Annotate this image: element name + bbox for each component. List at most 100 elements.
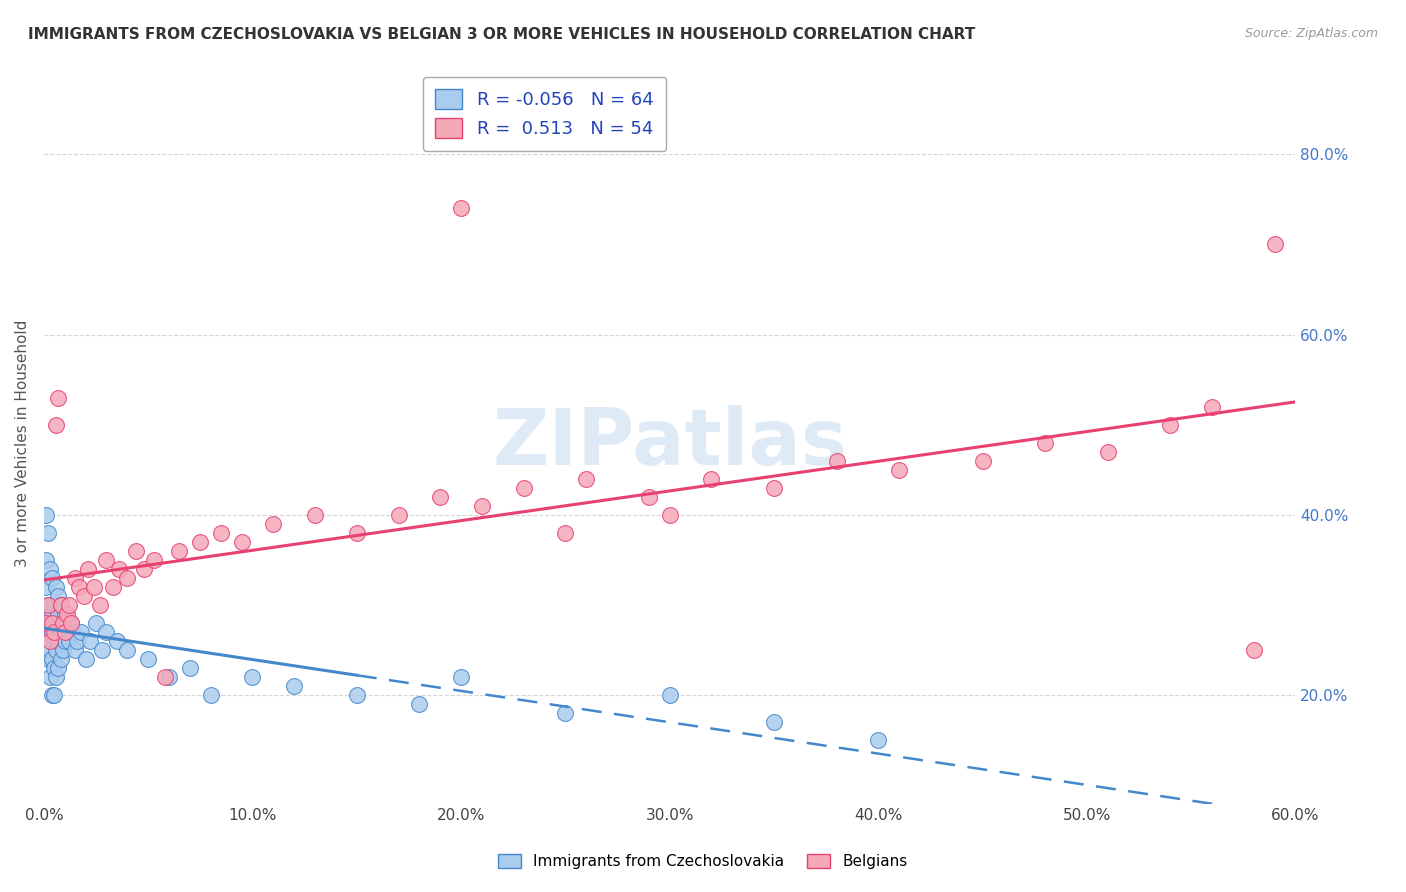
Point bbox=[37, 652, 59, 666]
Point bbox=[62, 625, 84, 640]
Point bbox=[179, 661, 201, 675]
Point bbox=[262, 516, 284, 531]
Point bbox=[44, 625, 66, 640]
Point bbox=[346, 526, 368, 541]
Point bbox=[39, 598, 62, 612]
Point bbox=[52, 616, 75, 631]
Point bbox=[143, 553, 166, 567]
Point bbox=[35, 580, 58, 594]
Point bbox=[48, 634, 70, 648]
Point bbox=[58, 598, 80, 612]
Point bbox=[283, 679, 305, 693]
Point bbox=[60, 616, 83, 631]
Point bbox=[169, 544, 191, 558]
Point bbox=[37, 598, 59, 612]
Point bbox=[408, 698, 430, 712]
Point bbox=[700, 472, 723, 486]
Point bbox=[450, 670, 472, 684]
Point bbox=[658, 508, 681, 522]
Y-axis label: 3 or more Vehicles in Household: 3 or more Vehicles in Household bbox=[15, 319, 30, 566]
Point bbox=[41, 625, 63, 640]
Point bbox=[1097, 445, 1119, 459]
Point bbox=[512, 481, 534, 495]
Point bbox=[49, 598, 72, 612]
Point bbox=[868, 733, 890, 747]
Point bbox=[96, 553, 118, 567]
Point bbox=[450, 202, 472, 216]
Point bbox=[41, 607, 63, 622]
Point bbox=[48, 391, 70, 405]
Point bbox=[200, 689, 222, 703]
Point bbox=[1033, 436, 1056, 450]
Point bbox=[209, 526, 232, 541]
Point bbox=[1243, 643, 1265, 657]
Point bbox=[53, 634, 76, 648]
Point bbox=[887, 463, 910, 477]
Point bbox=[48, 661, 70, 675]
Point bbox=[39, 643, 62, 657]
Point bbox=[48, 607, 70, 622]
Point bbox=[471, 499, 494, 513]
Point bbox=[39, 634, 62, 648]
Point bbox=[188, 535, 211, 549]
Point bbox=[56, 607, 79, 622]
Point bbox=[157, 670, 180, 684]
Point bbox=[45, 643, 67, 657]
Point bbox=[658, 689, 681, 703]
Point bbox=[72, 589, 94, 603]
Point bbox=[575, 472, 598, 486]
Point bbox=[35, 625, 58, 640]
Point bbox=[124, 544, 146, 558]
Point bbox=[117, 571, 139, 585]
Point bbox=[66, 634, 89, 648]
Point bbox=[49, 625, 72, 640]
Point bbox=[44, 661, 66, 675]
Point bbox=[304, 508, 326, 522]
Point bbox=[972, 454, 994, 468]
Point bbox=[153, 670, 176, 684]
Point bbox=[37, 616, 59, 631]
Text: IMMIGRANTS FROM CZECHOSLOVAKIA VS BELGIAN 3 OR MORE VEHICLES IN HOUSEHOLD CORREL: IMMIGRANTS FROM CZECHOSLOVAKIA VS BELGIA… bbox=[28, 27, 976, 42]
Text: ZIPatlas: ZIPatlas bbox=[492, 405, 848, 481]
Point bbox=[49, 652, 72, 666]
Point bbox=[429, 490, 451, 504]
Point bbox=[58, 634, 80, 648]
Point bbox=[108, 562, 131, 576]
Text: Source: ZipAtlas.com: Source: ZipAtlas.com bbox=[1244, 27, 1378, 40]
Point bbox=[84, 616, 107, 631]
Point bbox=[37, 526, 59, 541]
Point bbox=[52, 616, 75, 631]
Point bbox=[231, 535, 253, 549]
Point bbox=[44, 689, 66, 703]
Point bbox=[39, 670, 62, 684]
Point bbox=[63, 643, 86, 657]
Point bbox=[825, 454, 848, 468]
Point bbox=[35, 616, 58, 631]
Point bbox=[41, 616, 63, 631]
Point bbox=[45, 417, 67, 432]
Point bbox=[79, 634, 101, 648]
Point bbox=[49, 598, 72, 612]
Point bbox=[136, 652, 159, 666]
Point bbox=[35, 553, 58, 567]
Point bbox=[105, 634, 128, 648]
Point bbox=[44, 598, 66, 612]
Point bbox=[1201, 400, 1223, 414]
Point bbox=[117, 643, 139, 657]
Point bbox=[39, 562, 62, 576]
Point bbox=[637, 490, 659, 504]
Point bbox=[63, 571, 86, 585]
Point bbox=[41, 571, 63, 585]
Point bbox=[67, 580, 90, 594]
Point bbox=[89, 598, 111, 612]
Point bbox=[41, 652, 63, 666]
Point bbox=[56, 625, 79, 640]
Point bbox=[41, 689, 63, 703]
Point bbox=[132, 562, 155, 576]
Point bbox=[70, 625, 93, 640]
Point bbox=[53, 607, 76, 622]
Point bbox=[48, 589, 70, 603]
Point bbox=[1159, 417, 1181, 432]
Point bbox=[45, 616, 67, 631]
Point bbox=[35, 508, 58, 522]
